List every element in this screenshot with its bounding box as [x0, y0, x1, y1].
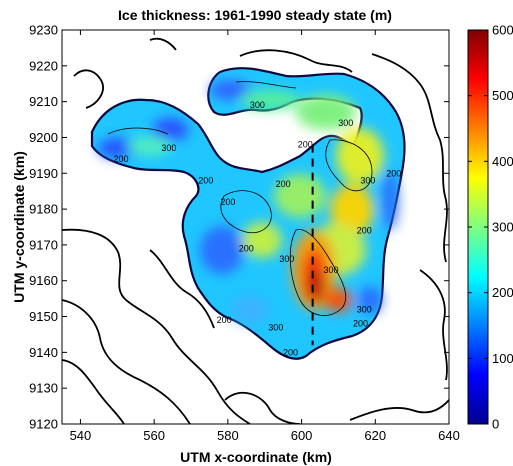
x-tick-label: 580 — [217, 428, 239, 443]
contour-label: 200 — [198, 175, 213, 185]
x-tick-label: 560 — [143, 428, 165, 443]
plot-frame — [61, 29, 450, 425]
x-tick-label: 620 — [364, 428, 386, 443]
contour-label: 200 — [276, 179, 291, 189]
colorbar-tick-label: 100 — [492, 351, 513, 366]
contour-label: 200 — [113, 154, 128, 164]
contour-label: 200 — [298, 140, 313, 150]
y-axis-label: UTM y-coordinate (km) — [11, 151, 27, 303]
colorbar-tick-label: 500 — [492, 88, 513, 103]
contour-label: 300 — [324, 265, 339, 275]
contour-label: 300 — [279, 254, 294, 264]
colorbar-ticks: 600 500 400 300 200 100 0 — [468, 23, 513, 432]
y-tick-label: 9160 — [29, 273, 58, 288]
contour-label: 200 — [217, 315, 232, 325]
contour-label: 300 — [161, 143, 176, 153]
y-tick-label: 9190 — [29, 166, 58, 181]
x-tick-label: 640 — [438, 428, 460, 443]
x-axis-label: UTM x-coordinate (km) — [180, 449, 332, 465]
y-tick-label: 9150 — [29, 309, 58, 324]
y-tick-label: 9170 — [29, 237, 58, 252]
contour-label: 300 — [338, 118, 353, 128]
colorbar-tick-label: 300 — [492, 220, 513, 235]
contour-label: 300 — [268, 322, 283, 332]
contour-label: 300 — [360, 175, 375, 185]
y-tick-label: 9230 — [29, 23, 58, 38]
ice-thickness-field — [90, 67, 406, 360]
contour-label: 200 — [239, 243, 254, 253]
chart-title: Ice thickness: 1961-1990 steady state (m… — [118, 7, 392, 23]
contour-label: 200 — [357, 226, 372, 236]
contour-label: 200 — [283, 347, 298, 357]
y-tick-label: 9210 — [29, 94, 58, 109]
y-tick-label: 9120 — [29, 417, 58, 432]
colorbar-tick-label: 200 — [492, 285, 513, 300]
y-tick-label: 9140 — [29, 345, 58, 360]
contour-label: 300 — [357, 304, 372, 314]
y-axis-ticks: 9230 9220 9210 9200 9190 9180 9170 9160 9150 9140… — [29, 23, 449, 432]
contour-label: 200 — [353, 319, 368, 329]
y-tick-label: 9130 — [29, 381, 58, 396]
contour-label: 200 — [386, 168, 401, 178]
contour-labels: 300 200 200 300 300 200 200 200 300 200 200 200 300 3… — [113, 100, 401, 357]
x-axis-ticks: 540 560 580 600 620 640 — [70, 30, 460, 443]
colorbar-tick-label: 600 — [492, 23, 513, 38]
x-tick-label: 600 — [291, 428, 313, 443]
y-tick-label: 9180 — [29, 202, 58, 217]
colorbar-tick-label: 0 — [492, 417, 499, 432]
x-tick-label: 540 — [70, 428, 92, 443]
colorbar-tick-label: 400 — [492, 154, 513, 169]
contour-label: 300 — [250, 100, 265, 110]
land-outlines — [62, 37, 449, 424]
plot-area: 300 200 200 300 300 200 200 200 300 200 200 200 300 3… — [62, 30, 449, 424]
y-tick-label: 9200 — [29, 130, 58, 145]
contour-label: 200 — [220, 197, 235, 207]
y-tick-label: 9220 — [29, 58, 58, 73]
